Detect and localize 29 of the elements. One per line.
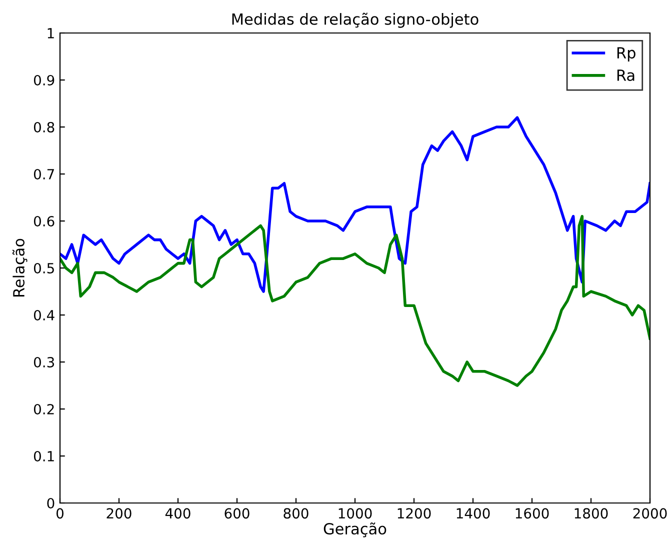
y-tick-label: 0.6 <box>34 216 54 226</box>
legend-label: Rp <box>617 47 636 62</box>
x-tick-label: 1800 <box>574 508 608 519</box>
y-tick-label: 0.5 <box>34 262 54 274</box>
x-tick-label: 600 <box>224 508 250 519</box>
x-tick-label: 200 <box>106 508 132 519</box>
y-tick-label: 0.7 <box>34 168 54 180</box>
x-tick-label: 2000 <box>633 508 667 519</box>
y-tick-label: 1 <box>48 28 54 38</box>
y-tick-label: 0.1 <box>34 450 54 462</box>
y-tick-label: 0.3 <box>34 356 54 368</box>
y-tick-label: 0.2 <box>34 404 54 414</box>
y-tick-label: 0.8 <box>34 122 54 132</box>
x-tick-label: 1600 <box>516 508 549 519</box>
x-axis-title: Geração <box>324 522 386 538</box>
chart-title: Medidas de relação signo-objeto <box>232 12 478 28</box>
x-tick-label: 400 <box>165 508 190 519</box>
x-tick-label: 1000 <box>338 508 372 519</box>
y-tick-label: 0 <box>47 498 54 508</box>
legend-label: Ra <box>617 70 634 81</box>
x-tick-label: 800 <box>284 508 308 519</box>
y-tick-label: 0.9 <box>34 74 54 86</box>
line-series <box>60 214 650 387</box>
line-series <box>60 116 650 293</box>
x-tick-label: 0 <box>56 508 64 519</box>
x-tick-label: 1400 <box>456 508 490 519</box>
y-tick-label: 0.4 <box>34 310 54 320</box>
x-tick-label: 1200 <box>398 508 431 519</box>
y-axis-title: Relação <box>12 238 28 297</box>
